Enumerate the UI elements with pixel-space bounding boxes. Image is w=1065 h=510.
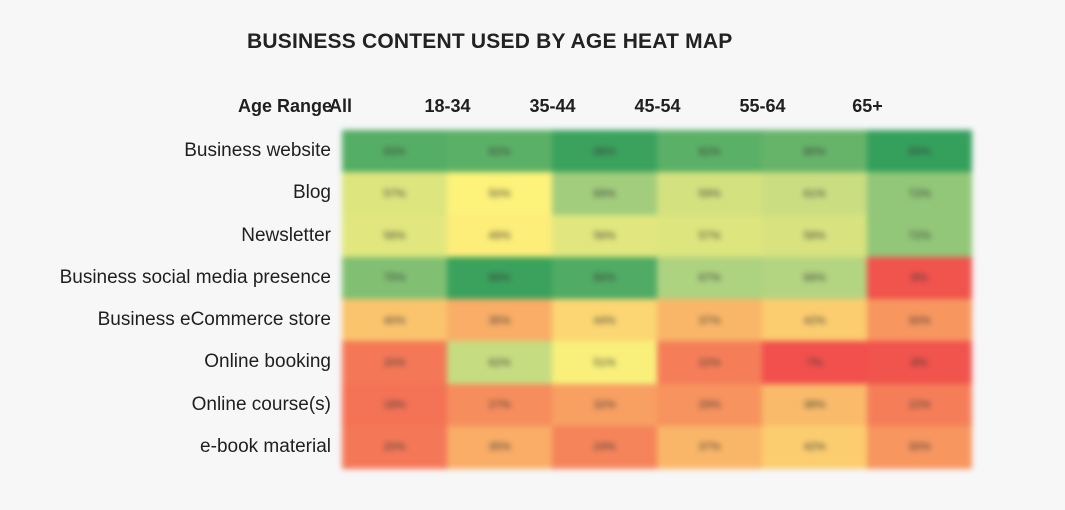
heatmap-cell: 38% <box>762 383 867 427</box>
heatmap-cell: 32% <box>552 383 657 427</box>
heatmap-cell: 8% <box>867 341 972 385</box>
row-label: e-book material <box>200 435 331 457</box>
row-label: Newsletter <box>241 224 331 246</box>
heatmap-cell: 57% <box>657 214 762 258</box>
heatmap-cell: 8% <box>867 256 972 300</box>
heatmap-cell: 7% <box>762 341 867 385</box>
heatmap-cell: 58% <box>762 214 867 258</box>
heatmap-cell: 40% <box>342 299 447 342</box>
heatmap-cell: 72% <box>867 172 972 216</box>
heatmap-cell: 89% <box>867 130 972 173</box>
heatmap-cell: 20% <box>342 341 447 385</box>
heatmap-cell: 30% <box>867 299 972 342</box>
heatmap-cell: 50% <box>447 172 552 216</box>
heatmap-cell: 82% <box>657 130 762 173</box>
column-header: 45-54 <box>634 96 681 116</box>
heatmap-cell: 42% <box>762 425 867 469</box>
heatmap-cell: 88% <box>552 130 657 173</box>
heatmap-cell: 27% <box>447 383 552 427</box>
heatmap-cell: 20% <box>342 425 447 469</box>
heatmap-cell: 72% <box>867 214 972 258</box>
heatmap-cell: 57% <box>342 172 447 216</box>
heatmap-cell: 29% <box>657 383 762 427</box>
heatmap-cell: 88% <box>447 256 552 300</box>
row-label: Online course(s) <box>191 393 331 415</box>
heatmap-cell: 51% <box>552 341 657 385</box>
column-header: 18-34 <box>424 96 471 116</box>
heatmap-cell: 61% <box>762 172 867 216</box>
heatmap-cell: 83% <box>342 130 447 173</box>
heatmap-cell: 56% <box>552 214 657 258</box>
heatmap-cell: 82% <box>447 130 552 173</box>
heatmap-cell: 59% <box>657 172 762 216</box>
heatmap-cell: 35% <box>447 425 552 469</box>
heatmap-cell: 44% <box>552 299 657 342</box>
row-label: Blog <box>292 182 331 204</box>
heatmap-cell: 24% <box>552 425 657 469</box>
age-range-header: Age Range <box>237 96 332 116</box>
heatmap-cell: 37% <box>657 425 762 469</box>
column-header: 55-64 <box>739 96 786 116</box>
heatmap-cell: 69% <box>552 172 657 216</box>
heatmap-cell: 22% <box>657 341 762 385</box>
heatmap-cell: 84% <box>552 256 657 300</box>
heatmap-cell: 18% <box>342 383 447 427</box>
heatmap-cell: 66% <box>762 256 867 300</box>
heatmap-cell: 75% <box>342 256 447 300</box>
heatmap-cell: 67% <box>657 256 762 300</box>
heatmap-cell: 80% <box>762 130 867 173</box>
column-header: 65+ <box>852 96 883 116</box>
heatmap-cell: 56% <box>342 214 447 258</box>
row-label: Business eCommerce store <box>97 309 331 330</box>
heatmap-cell: 62% <box>447 341 552 385</box>
row-label: Online booking <box>204 351 331 373</box>
row-label: Business website <box>184 140 331 161</box>
heatmap-cell: 35% <box>447 299 552 342</box>
heatmap-cell: 30% <box>867 425 972 469</box>
column-header: All <box>328 96 352 116</box>
heatmap-cell: 22% <box>867 383 972 427</box>
row-label: Business social media presence <box>59 266 331 288</box>
heatmap-grid: 83% 82% 88% 82% 80% 89% 57% 50% 69% 59% 61% 72% 56% 4… <box>342 130 972 469</box>
heatmap-cell: 37% <box>657 299 762 342</box>
column-header: 35-44 <box>529 96 576 116</box>
heatmap-cell: 49% <box>447 214 552 258</box>
chart-title: BUSINESS CONTENT USED BY AGE HEAT MAP <box>247 30 733 53</box>
heatmap-cell: 42% <box>762 299 867 342</box>
